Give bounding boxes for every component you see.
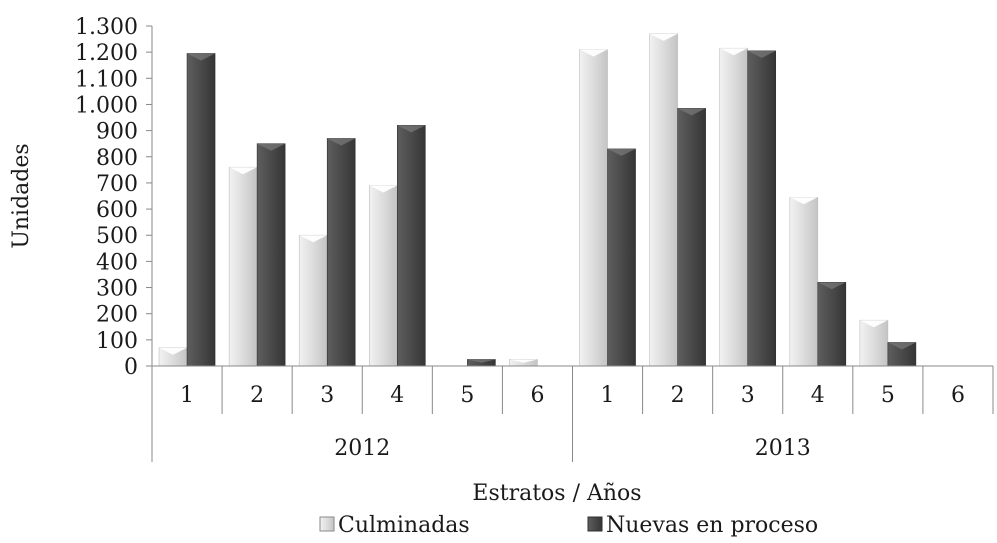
y-tick-label: 1.300: [75, 15, 138, 40]
category-label: 1: [601, 383, 615, 408]
y-tick-label: 400: [96, 250, 138, 275]
bar-nuevas-en-proceso: [187, 53, 215, 366]
y-tick-label: 500: [96, 224, 138, 249]
legend-swatch-nuevas-en-proceso: [588, 517, 602, 531]
bar-nuevas-en-proceso: [397, 125, 425, 366]
y-tick-label: 100: [96, 329, 138, 354]
category-label: 6: [530, 383, 544, 408]
y-tick-label: 800: [96, 146, 138, 171]
y-tick-label: 700: [96, 172, 138, 197]
bar-culminadas: [790, 197, 818, 366]
legend-swatch-culminadas: [320, 517, 334, 531]
legend: Culminadas Nuevas en proceso: [320, 513, 818, 538]
y-tick-label: 1.100: [75, 67, 138, 92]
y-axis-ticks: 01002003004005006007008009001.0001.1001.…: [75, 15, 152, 380]
bar-nuevas-en-proceso: [257, 144, 285, 366]
y-tick-label: 200: [96, 303, 138, 328]
y-tick-label: 1.000: [75, 93, 138, 118]
y-axis-title: Unidades: [9, 143, 34, 248]
y-tick-label: 1.200: [75, 41, 138, 66]
bar-culminadas: [650, 34, 678, 366]
bar-culminadas: [720, 48, 748, 366]
bar-culminadas: [369, 186, 397, 366]
y-tick-label: 300: [96, 277, 138, 302]
category-label: 4: [390, 383, 404, 408]
y-tick-label: 900: [96, 120, 138, 145]
category-label: 6: [951, 383, 965, 408]
category-label: 5: [460, 383, 474, 408]
bar-nuevas-en-proceso: [608, 149, 636, 366]
bar-culminadas: [299, 235, 327, 366]
bars: [159, 34, 916, 366]
bar-nuevas-en-proceso: [748, 51, 776, 366]
legend-label: Culminadas: [338, 513, 470, 538]
category-label: 1: [180, 383, 194, 408]
legend-label: Nuevas en proceso: [606, 513, 818, 538]
category-label: 2: [250, 383, 264, 408]
bar-nuevas-en-proceso: [818, 282, 846, 366]
y-tick-label: 0: [124, 355, 138, 380]
y-tick-label: 600: [96, 198, 138, 223]
category-label: 3: [741, 383, 755, 408]
x-axis-title: Estratos / Años: [472, 481, 641, 506]
bar-nuevas-en-proceso: [327, 138, 355, 366]
group-label: 2013: [755, 436, 811, 461]
category-label: 4: [811, 383, 825, 408]
bar-nuevas-en-proceso: [678, 108, 706, 366]
group-label: 2012: [334, 436, 390, 461]
category-label: 5: [881, 383, 895, 408]
category-label: 3: [320, 383, 334, 408]
bar-culminadas: [580, 50, 608, 366]
bar-culminadas: [229, 167, 257, 366]
category-label: 2: [671, 383, 685, 408]
